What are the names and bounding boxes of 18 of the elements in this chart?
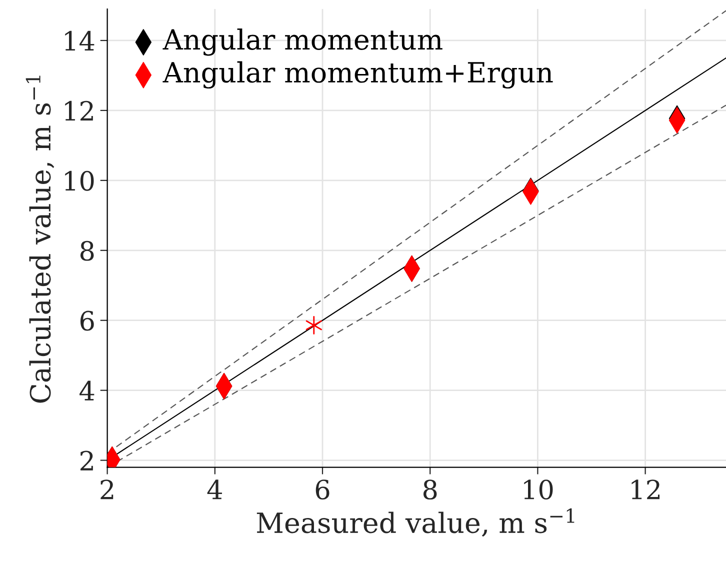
y-tick-label: 4 xyxy=(80,380,94,400)
x-tick-label: 6 xyxy=(316,480,330,500)
y-tick-label: 10 xyxy=(65,170,94,191)
x-tick-label: 8 xyxy=(423,480,437,500)
x-tick-label: 12 xyxy=(632,480,660,500)
x-axis-title: Measured value, m s$^{−1}$ xyxy=(256,508,574,537)
y-tick-label: 2 xyxy=(80,450,93,470)
y-axis-title: Calculated value, m s$^{−1}$ xyxy=(26,76,54,403)
legend-label: Angular momentum+Ergun xyxy=(162,61,553,89)
point xyxy=(306,316,322,334)
y-tick-label: 6 xyxy=(80,310,94,331)
x-tick-label: 4 xyxy=(207,480,222,500)
y-tick-label: 14 xyxy=(65,30,94,51)
y-tick-label: 12 xyxy=(65,100,93,120)
legend-label: Angular momentum xyxy=(162,28,442,56)
x-tick-label: 10 xyxy=(524,480,553,500)
x-tick-label: 2 xyxy=(100,480,114,500)
y-tick-label: 8 xyxy=(80,240,94,261)
